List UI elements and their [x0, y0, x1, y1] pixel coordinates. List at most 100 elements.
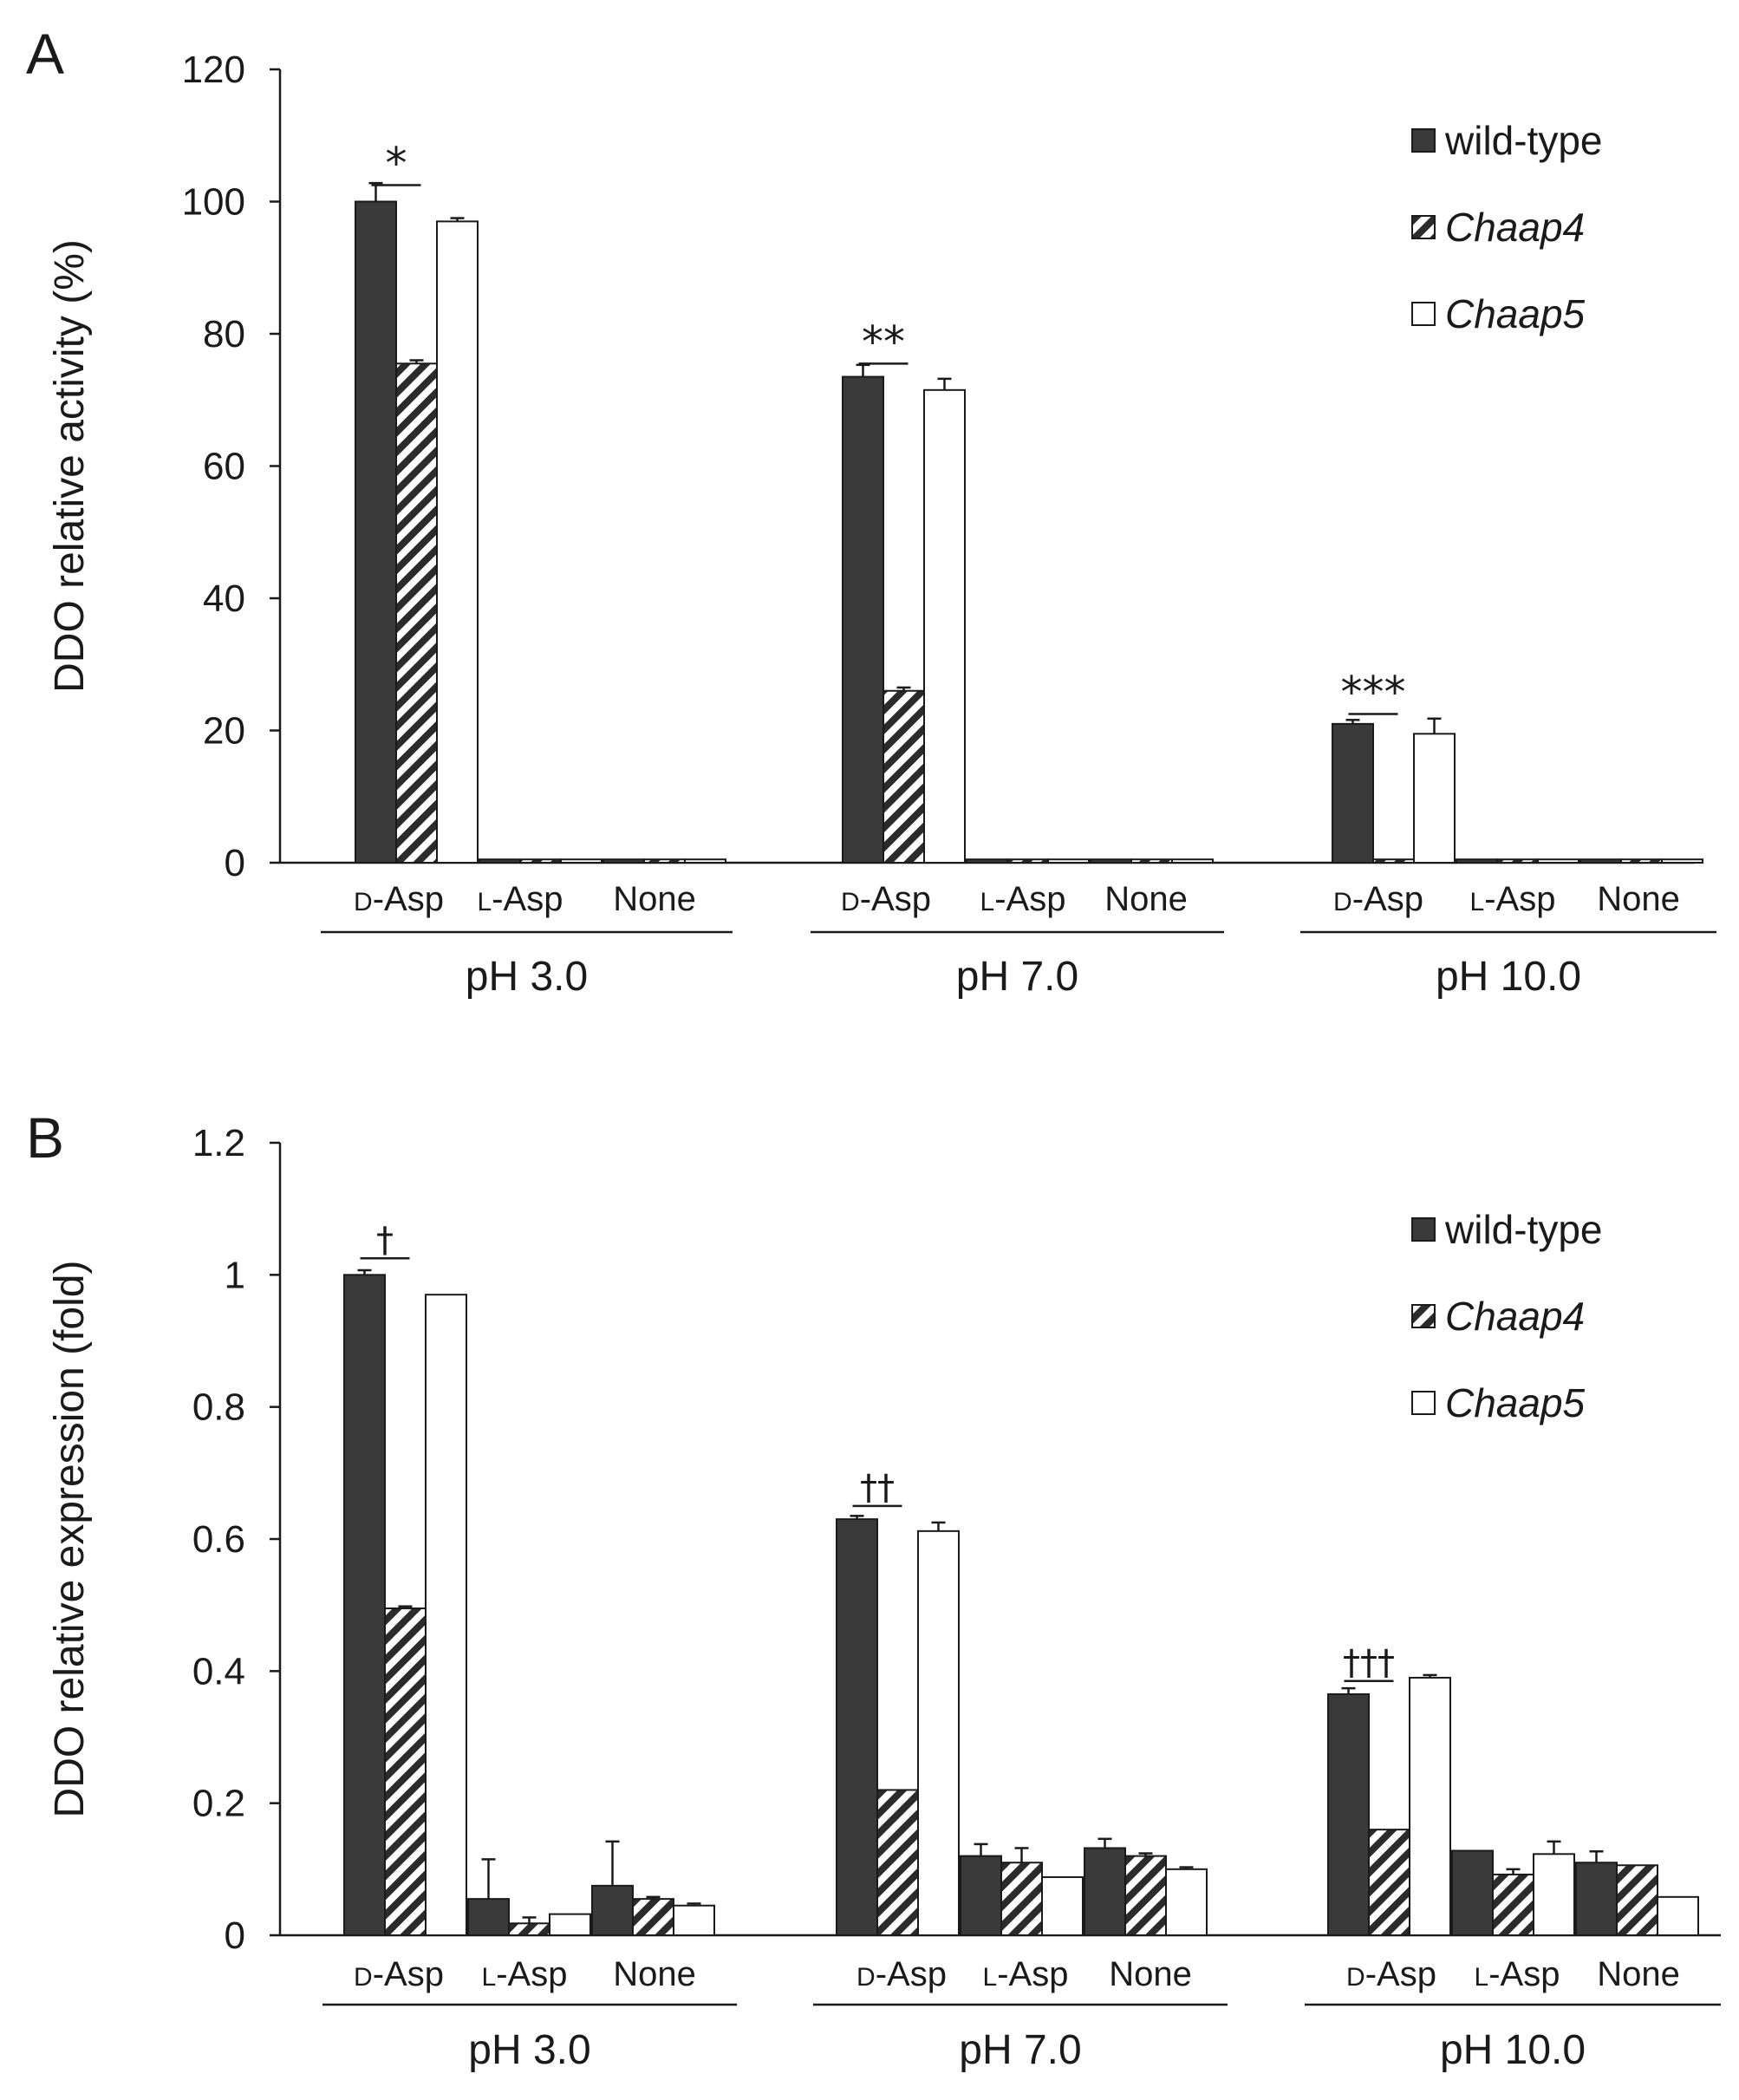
legend-swatch	[1411, 215, 1436, 239]
y-tick-label: 40	[203, 577, 245, 620]
bar	[395, 362, 438, 864]
category-rest: -Asp	[1484, 880, 1555, 918]
bar	[343, 1274, 386, 1937]
category-prefix: L	[983, 1963, 998, 1992]
bar	[917, 1529, 960, 1936]
y-tick-label: 60	[203, 446, 245, 488]
y-tick-label: 1	[225, 1254, 245, 1296]
bar	[479, 858, 521, 864]
significance-mark: †††	[1343, 1643, 1395, 1683]
bar	[684, 858, 726, 864]
significance-mark: †	[376, 1220, 394, 1260]
y-tick-label: 1.2	[192, 1122, 245, 1164]
bar	[1409, 1676, 1451, 1936]
category-prefix: L	[478, 888, 492, 916]
bar	[1575, 1862, 1618, 1936]
category-label: None	[613, 880, 696, 918]
bar	[355, 200, 397, 864]
category-rest: -Asp	[373, 880, 444, 918]
bar	[876, 1789, 919, 1937]
y-tick-label: 80	[203, 313, 245, 355]
category-rest: -Asp	[1488, 1955, 1560, 1993]
category-label: None	[1109, 1955, 1192, 1993]
bar	[467, 1898, 510, 1937]
bar	[1657, 1895, 1699, 1936]
category-prefix: D	[841, 888, 860, 916]
bar	[1047, 858, 1090, 864]
bar	[1124, 1855, 1167, 1937]
y-tick-label: 0.2	[192, 1783, 245, 1825]
y-tick-label: 0	[225, 1914, 245, 1957]
category-rest: None	[1104, 880, 1188, 918]
bar	[842, 375, 884, 864]
category-rest: None	[1597, 1955, 1680, 1993]
y-tick-label: 0.4	[192, 1650, 245, 1692]
category-prefix: D	[354, 888, 373, 916]
legend-entry: wild-type	[1444, 118, 1603, 163]
category-rest: -Asp	[997, 1955, 1068, 1993]
bar	[1537, 858, 1579, 864]
category-rest: None	[1597, 880, 1680, 918]
bar	[643, 858, 686, 864]
bar	[1413, 733, 1456, 864]
category-label: D-Asp	[1346, 1955, 1436, 1993]
category-prefix: D	[354, 1963, 373, 1992]
bar	[1171, 858, 1214, 864]
panel-b: B 0 0.2 0.4 0.6 0.8 1 1.2 DDO relative expressio…	[26, 1105, 1721, 2073]
bar	[1000, 1862, 1043, 1936]
group-label: pH 7.0	[959, 2027, 1081, 2073]
category-rest: -Asp	[1352, 880, 1423, 918]
category-label: None	[1597, 1955, 1680, 1993]
category-prefix: L	[980, 888, 995, 916]
bar	[632, 1898, 674, 1937]
bar	[384, 1607, 427, 1936]
bar	[508, 1922, 550, 1937]
y-tick-label: 0.8	[192, 1386, 245, 1429]
bar	[549, 1913, 591, 1937]
bar	[591, 1884, 634, 1936]
category-label: L-Asp	[1470, 880, 1556, 918]
bar	[436, 220, 479, 864]
bar	[425, 1294, 467, 1936]
legend-entry: Chaap5	[1445, 291, 1586, 336]
legend-swatch	[1411, 1217, 1436, 1242]
y-tick-label: 0	[225, 842, 245, 884]
legend-entry: Chaap5	[1445, 1380, 1586, 1425]
bar	[1451, 1849, 1494, 1936]
category-label: L-Asp	[482, 1955, 568, 1993]
bar	[560, 858, 602, 864]
bar	[1130, 858, 1173, 864]
significance-mark: ††	[860, 1468, 895, 1508]
significance-mark: *	[386, 138, 407, 188]
category-rest: -Asp	[860, 880, 931, 918]
legend-entry: Chaap4	[1445, 205, 1585, 250]
legend-swatch	[1411, 128, 1436, 153]
panel-a: A 0 20 40 60 80 100 120 DDO relative activity (%…	[26, 22, 1716, 1000]
legend-entry: Chaap4	[1445, 1294, 1585, 1339]
category-rest: None	[613, 1955, 696, 1993]
category-label: L-Asp	[980, 880, 1066, 918]
category-label: L-Asp	[983, 1955, 1069, 1993]
bar	[836, 1518, 878, 1937]
bar	[1041, 1875, 1084, 1937]
category-prefix: L	[1475, 1963, 1489, 1992]
category-label: D-Asp	[354, 880, 444, 918]
group-label: pH 10.0	[1436, 954, 1581, 1000]
category-label: D-Asp	[856, 1955, 947, 1993]
category-rest: -Asp	[492, 880, 563, 918]
category-prefix: D	[856, 1963, 876, 1992]
category-prefix: L	[1470, 888, 1485, 916]
bar	[1165, 1868, 1208, 1936]
significance-mark: **	[862, 316, 905, 367]
category-label: D-Asp	[1333, 880, 1423, 918]
category-label: None	[613, 1955, 696, 1993]
group-label: pH 3.0	[468, 2027, 590, 2073]
bar	[960, 1855, 1002, 1937]
category-label: L-Asp	[478, 880, 563, 918]
bar	[966, 858, 1008, 864]
category-rest: -Asp	[994, 880, 1065, 918]
y-tick-label: 100	[182, 181, 245, 224]
bar	[1661, 858, 1703, 864]
category-rest: -Asp	[373, 1955, 444, 1993]
category-label: L-Asp	[1475, 1955, 1560, 1993]
